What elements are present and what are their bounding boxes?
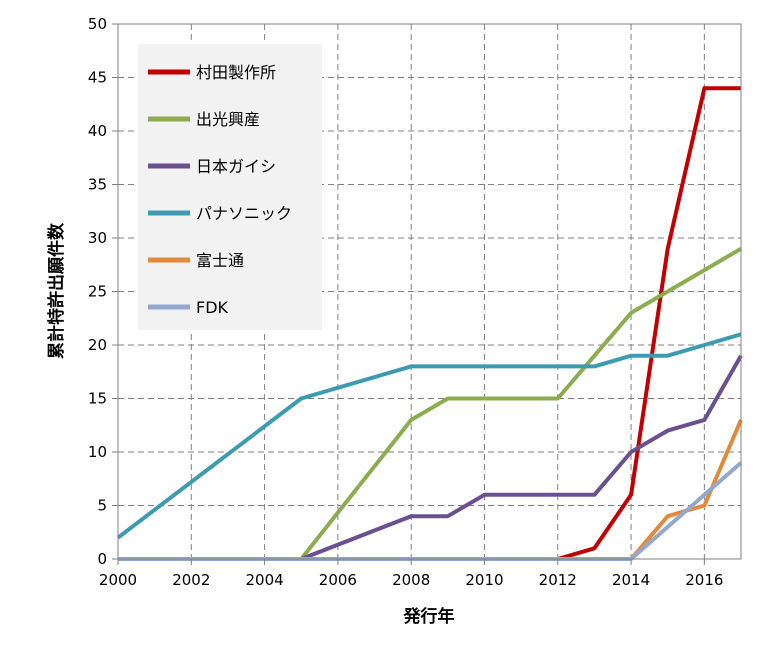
y-tick-label: 15 [88,390,107,408]
y-tick-label: 45 [88,69,107,87]
y-tick-label: 5 [97,497,107,515]
x-tick-label: 2016 [685,571,723,589]
y-axis-title: 累計特許出願件数 [46,222,67,359]
y-tick-label: 0 [97,550,107,568]
legend-label: パナソニック [196,204,292,223]
x-tick-label: 2012 [539,571,577,589]
x-tick-label: 2014 [612,571,650,589]
y-tick-label: 20 [88,336,107,354]
x-tick-labels: 2000 2002 2004 2006 2008 2010 2012 2014 2016 [99,571,724,589]
plot-frame [112,23,742,565]
x-tick-label: 2004 [245,571,283,589]
series-line [118,246,743,561]
legend-label: 日本ガイシ [196,157,276,176]
legend-box [138,44,322,330]
y-tick-label: 10 [88,443,107,461]
legend-label: 村田製作所 [196,63,276,82]
y-tick-label: 50 [88,15,107,33]
x-axis-title: 発行年 [403,606,455,627]
y-tick-label: 25 [88,283,107,301]
x-tick-label: 2010 [465,571,503,589]
legend-label: 富士通 [196,251,244,270]
y-tick-label: 40 [88,122,107,140]
x-tick-label: 2006 [319,571,357,589]
y-tick-label: 35 [88,176,107,194]
legend-label: FDK [196,298,229,317]
y-tick-labels: 0 5 10 15 20 25 30 35 40 45 50 [88,15,107,568]
series-line [118,354,743,561]
x-tick-label: 2008 [392,571,430,589]
y-tick-label: 30 [88,229,107,247]
x-tick-label: 2002 [172,571,210,589]
x-tick-label: 2000 [99,571,137,589]
series-line [116,332,742,540]
legend-background [138,44,322,330]
legend-label: 出光興産 [196,110,260,129]
